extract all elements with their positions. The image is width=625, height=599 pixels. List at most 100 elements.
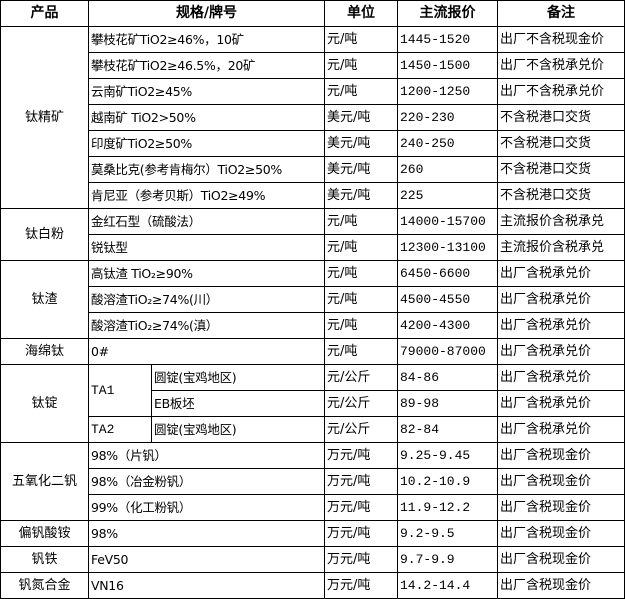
header-row: 产品 规格/牌号 单位 主流报价 备注 [0, 0, 625, 27]
price-cell: 4200-4300 [397, 312, 498, 339]
spec-cell: 攀枝花矿TiO2≥46.5%，20矿 [88, 52, 325, 79]
table-row: TA2 圆锭(宝鸡地区) 元/公斤 82-84 出厂含税承兑价 [1, 416, 625, 443]
unit-cell: 美元/吨 [324, 182, 398, 209]
unit-cell: 万元/吨 [324, 494, 398, 521]
unit-cell: 元/吨 [324, 26, 398, 53]
spec-cell: 印度矿TiO2≥50% [88, 130, 325, 157]
note-cell: 不含税港口交货 [497, 130, 625, 157]
header-unit: 单位 [324, 0, 398, 27]
spec-cell: 98% [88, 520, 325, 547]
unit-cell: 万元/吨 [324, 468, 398, 495]
price-cell: 14000-15700 [397, 208, 498, 235]
unit-cell: 万元/吨 [324, 546, 398, 573]
price-cell: 79000-87000 [397, 338, 498, 365]
note-cell: 出厂不含税现金价 [497, 26, 625, 53]
note-cell: 不含税港口交货 [497, 156, 625, 183]
product-cell: 钛锭 [0, 364, 89, 443]
spec-cell: 99%（化工粉钒） [88, 494, 325, 521]
unit-cell: 万元/吨 [324, 442, 398, 469]
spec-cell: 莫桑比克(参考肯梅尔）TiO2≥50% [88, 156, 325, 183]
unit-cell: 万元/吨 [324, 572, 398, 599]
header-spec: 规格/牌号 [88, 0, 325, 27]
price-cell: 6450-6600 [397, 260, 498, 287]
unit-cell: 元/吨 [324, 286, 398, 313]
note-cell: 不含税港口交货 [497, 182, 625, 209]
note-cell: 主流报价含税承兑 [497, 234, 625, 261]
unit-cell: 万元/吨 [324, 520, 398, 547]
table-row: 钛渣 高钛渣 TiO₂≥90% 元/吨 6450-6600 出厂含税承兑价 [0, 260, 625, 339]
header-product: 产品 [0, 0, 89, 27]
price-cell: 220-230 [397, 104, 498, 131]
table-row: 莫桑比克(参考肯梅尔）TiO2≥50% 美元/吨 260 不含税港口交货 [1, 156, 625, 183]
product-cell: 五氧化二钒 [0, 442, 89, 521]
note-cell: 出厂含税现金价 [497, 442, 625, 469]
spec-cell: 酸溶渣TiO₂≥74%(川） [88, 286, 325, 313]
table-row: 钛锭 TA1 圆锭(宝鸡地区) 元/公斤 84-86 出厂含税承兑价 [0, 364, 625, 443]
price-cell: 1445-1520 [397, 26, 498, 53]
product-cell: 钒铁 [0, 546, 89, 573]
note-cell: 出厂含税承兑价 [497, 338, 625, 365]
spec-cell: FeV50 [88, 546, 325, 573]
spec-cell: 98%（冶金粉钒） [88, 468, 325, 495]
table-row: 钛白粉 金红石型（硫酸法） 元/吨 14000-15700 主流报价含税承兑 [0, 208, 625, 261]
spec-cell: 锐钛型 [88, 234, 325, 261]
spec-cell: 0# [88, 338, 325, 365]
spec-cell: 肯尼亚（参考贝斯）TiO2≥49% [88, 182, 325, 209]
price-cell: 9.2-9.5 [397, 520, 498, 547]
unit-cell: 元/吨 [324, 338, 398, 365]
grade-cell: TA2 [88, 416, 152, 443]
price-cell: 240-250 [397, 130, 498, 157]
unit-cell: 元/公斤 [324, 390, 398, 417]
price-cell: 4500-4550 [397, 286, 498, 313]
note-cell: 出厂含税现金价 [497, 572, 625, 599]
note-cell: 主流报价含税承兑 [497, 208, 625, 235]
price-cell: 11.9-12.2 [397, 494, 498, 521]
product-cell: 海绵钛 [0, 338, 89, 365]
table-row: 钛精矿 攀枝花矿TiO2≥46%，10矿 元/吨 1445-1520 出厂不含税现金价 [0, 26, 625, 209]
table-row: 钒氮合金 VN16 万元/吨 14.2-14.4 出厂含税现金价 [0, 572, 625, 599]
spec-cell: 越南矿 TiO2>50% [88, 104, 325, 131]
unit-cell: 元/吨 [324, 260, 398, 287]
price-cell: 260 [397, 156, 498, 183]
table-row: 偏钒酸铵 98% 万元/吨 9.2-9.5 出厂含税现金价 [0, 520, 625, 547]
spec-cell: EB板坯 [151, 390, 325, 417]
price-cell: 9.25-9.45 [397, 442, 498, 469]
spec-cell: 金红石型（硫酸法） [88, 208, 325, 235]
header-price: 主流报价 [397, 0, 498, 27]
note-cell: 出厂含税现金价 [497, 546, 625, 573]
unit-cell: 元/吨 [324, 234, 398, 261]
price-cell: 10.2-10.9 [397, 468, 498, 495]
note-cell: 出厂不含税承兑价 [497, 78, 625, 105]
product-cell: 钛精矿 [0, 26, 89, 209]
unit-cell: 美元/吨 [324, 130, 398, 157]
table-row: 攀枝花矿TiO2≥46.5%，20矿 元/吨 1450-1500 出厂不含税承兑价 [1, 52, 625, 79]
note-cell: 出厂含税承兑价 [497, 390, 625, 417]
note-cell: 出厂含税承兑价 [497, 364, 625, 391]
table-row: 酸溶渣TiO₂≥74%(滇） 元/吨 4200-4300 出厂含税承兑价 [1, 312, 625, 339]
table-row: 印度矿TiO2≥50% 美元/吨 240-250 不含税港口交货 [1, 130, 625, 157]
spec-cell: 98%（片钒） [88, 442, 325, 469]
price-cell: 9.7-9.9 [397, 546, 498, 573]
note-cell: 出厂含税现金价 [497, 520, 625, 547]
unit-cell: 元/公斤 [324, 416, 398, 443]
price-cell: 1450-1500 [397, 52, 498, 79]
grade-cell: TA1 [88, 364, 152, 417]
unit-cell: 元/吨 [324, 78, 398, 105]
price-cell: 12300-13100 [397, 234, 498, 261]
product-cell: 偏钒酸铵 [0, 520, 89, 547]
spec-cell: 圆锭(宝鸡地区) [151, 364, 325, 391]
table-row: 海绵钛 0# 元/吨 79000-87000 出厂含税承兑价 [0, 338, 625, 365]
table-row: EB板坯 元/公斤 89-98 出厂含税承兑价 [1, 390, 625, 417]
product-cell: 钒氮合金 [0, 572, 89, 599]
table-row: 99%（化工粉钒） 万元/吨 11.9-12.2 出厂含税现金价 [1, 494, 625, 521]
unit-cell: 美元/吨 [324, 104, 398, 131]
table-row: 酸溶渣TiO₂≥74%(川） 元/吨 4500-4550 出厂含税承兑价 [1, 286, 625, 313]
table-row: 云南矿TiO2≥45% 元/吨 1200-1250 出厂不含税承兑价 [1, 78, 625, 105]
price-cell: 84-86 [397, 364, 498, 391]
price-cell: 82-84 [397, 416, 498, 443]
spec-cell: 云南矿TiO2≥45% [88, 78, 325, 105]
note-cell: 出厂含税承兑价 [497, 312, 625, 339]
unit-cell: 元/吨 [324, 52, 398, 79]
note-cell: 出厂不含税承兑价 [497, 52, 625, 79]
